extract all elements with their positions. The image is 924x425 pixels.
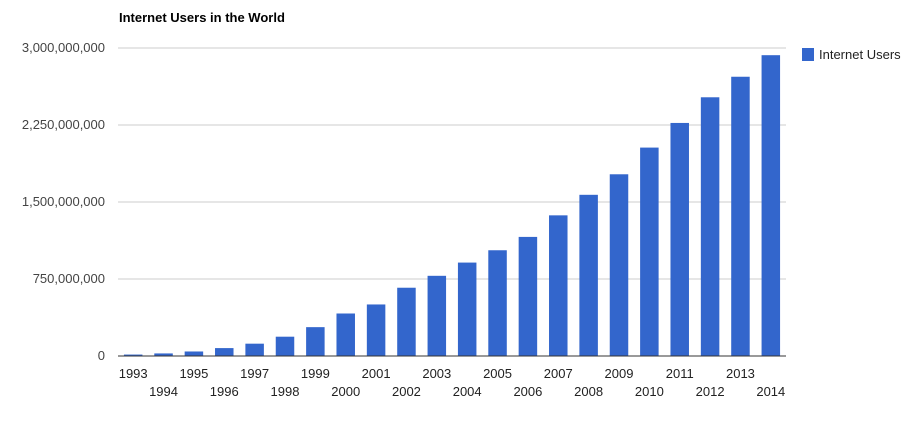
x-tick-label: 1999 xyxy=(301,366,330,381)
y-tick-label: 2,250,000,000 xyxy=(22,117,105,132)
legend-label: Internet Users xyxy=(819,47,901,62)
x-tick-label: 2009 xyxy=(605,366,634,381)
bar-2010 xyxy=(640,147,659,356)
bar-1996 xyxy=(215,348,234,356)
bar-2002 xyxy=(397,287,416,356)
bar-1993 xyxy=(123,354,143,356)
x-tick-label: 2008 xyxy=(574,384,603,399)
bar-2014 xyxy=(761,55,781,356)
y-tick-label: 3,000,000,000 xyxy=(22,40,105,55)
bar-1998 xyxy=(275,336,295,356)
y-tick-label: 750,000,000 xyxy=(33,271,105,286)
x-tick-label: 2005 xyxy=(483,366,512,381)
y-tick-label: 0 xyxy=(98,348,105,363)
bar-1997 xyxy=(245,343,264,356)
x-tick-label: 2013 xyxy=(726,366,755,381)
y-tick-label: 1,500,000,000 xyxy=(22,194,105,209)
bar-2001 xyxy=(366,304,386,356)
bar-2011 xyxy=(670,122,689,357)
chart-title: Internet Users in the World xyxy=(119,10,285,25)
x-tick-label: 2000 xyxy=(331,384,360,399)
x-tick-label: 2003 xyxy=(422,366,451,381)
bar-2006 xyxy=(518,236,538,356)
x-tick-label: 2010 xyxy=(635,384,664,399)
x-tick-label: 2001 xyxy=(362,366,391,381)
bar-2008 xyxy=(579,194,598,356)
bar-2004 xyxy=(457,262,477,356)
legend-swatch xyxy=(802,48,814,61)
x-tick-label: 1998 xyxy=(271,384,300,399)
x-tick-label: 1995 xyxy=(179,366,208,381)
bar-2000 xyxy=(336,313,355,356)
x-tick-label: 2004 xyxy=(453,384,482,399)
x-tick-label: 2014 xyxy=(756,384,785,399)
y-axis-ticks: 0 750,000,000 1,500,000,000 2,250,000,000 3,… xyxy=(22,40,105,363)
bar-2007 xyxy=(549,215,568,356)
bars xyxy=(123,55,781,357)
x-tick-label: 2007 xyxy=(544,366,573,381)
bar-2009 xyxy=(609,174,629,356)
x-tick-label: 2011 xyxy=(666,366,694,381)
bar-1995 xyxy=(184,351,204,356)
bar-2003 xyxy=(427,275,447,356)
x-tick-label: 2006 xyxy=(513,384,542,399)
x-tick-label: 2012 xyxy=(696,384,725,399)
x-tick-label: 1994 xyxy=(149,384,178,399)
x-tick-label: 1996 xyxy=(210,384,239,399)
x-tick-label: 2002 xyxy=(392,384,421,399)
x-tick-label: 1997 xyxy=(240,366,269,381)
bar-2012 xyxy=(700,97,720,356)
bar-1999 xyxy=(306,327,325,356)
bar-1994 xyxy=(154,353,173,356)
x-tick-label: 1993 xyxy=(119,366,148,381)
bar-2005 xyxy=(488,250,507,356)
x-axis-ticks: 1993199419951996199719981999200020012002… xyxy=(119,366,786,399)
legend: Internet Users xyxy=(802,47,901,62)
bar-2013 xyxy=(731,76,750,356)
